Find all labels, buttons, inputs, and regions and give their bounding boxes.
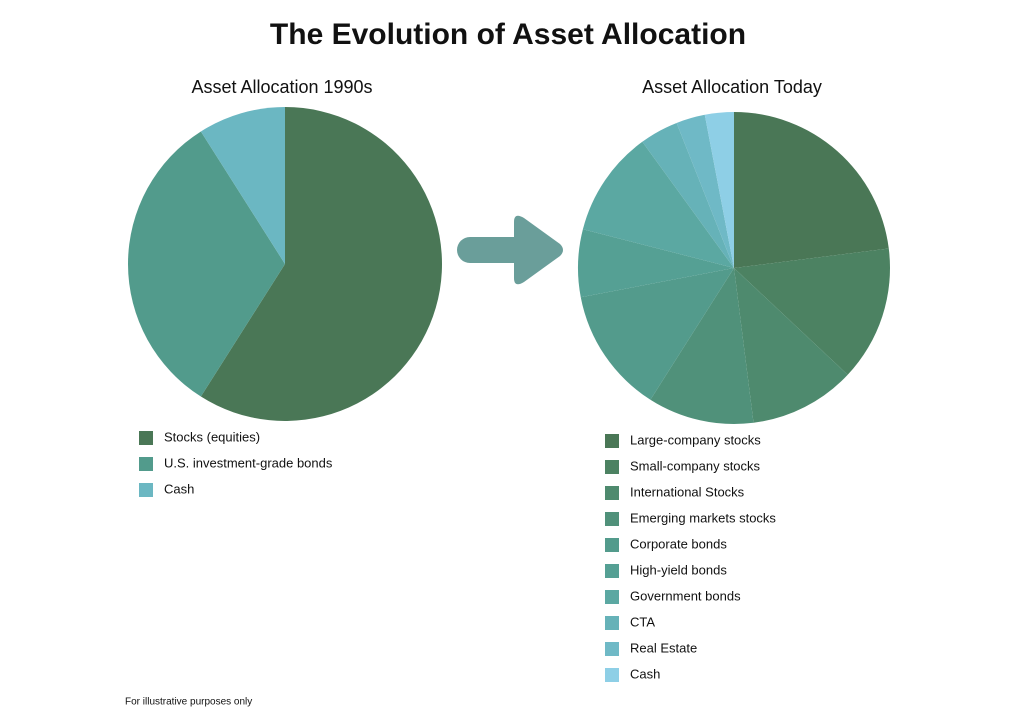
legend-label: Small-company stocks [630,458,761,473]
arrow [457,215,563,285]
legend-label: High-yield bonds [630,562,727,577]
pie-slice [580,268,734,400]
legend-swatch [605,668,619,682]
legend-swatch [605,538,619,552]
legend-label: Emerging markets stocks [630,510,776,525]
chart-title: Asset Allocation 1990s [191,77,372,97]
page-title: The Evolution of Asset Allocation [270,18,746,51]
pie-slice [734,112,889,268]
pie-slice [200,107,442,421]
footnote: For illustrative purposes only [125,697,252,708]
legend-label: Government bonds [630,588,741,603]
legend-label: Corporate bonds [630,536,727,551]
legend-swatch [605,434,619,448]
legend-swatch [139,457,153,471]
pie-slice [734,268,848,423]
pie-slice [582,141,734,268]
legend-swatch [605,642,619,656]
legend-label: Real Estate [630,640,697,655]
chart-title: Asset Allocation Today [642,77,822,97]
legend-label: International Stocks [630,484,745,499]
legend-label: Cash [630,666,660,681]
legend-label: U.S. investment-grade bonds [164,455,333,470]
legend-swatch [605,616,619,630]
legend-swatch [605,590,619,604]
legend-swatch [605,564,619,578]
legend-swatch [139,483,153,497]
pie-slice [642,122,734,268]
pie-slice [704,112,734,268]
legend-label: Cash [164,481,194,496]
legend-swatch [605,512,619,526]
pie-slice [734,248,890,375]
legend-swatch [605,460,619,474]
legend-label: Large-company stocks [630,432,761,447]
legend-label: CTA [630,614,655,629]
pie-slice [127,131,285,397]
pie-slice [676,114,734,269]
legend-swatch [605,486,619,500]
pie-slice [650,268,754,424]
legend-label: Stocks (equities) [164,429,260,444]
pie-slice [200,107,285,264]
pie-slice [577,229,734,298]
legend-swatch [139,431,153,445]
